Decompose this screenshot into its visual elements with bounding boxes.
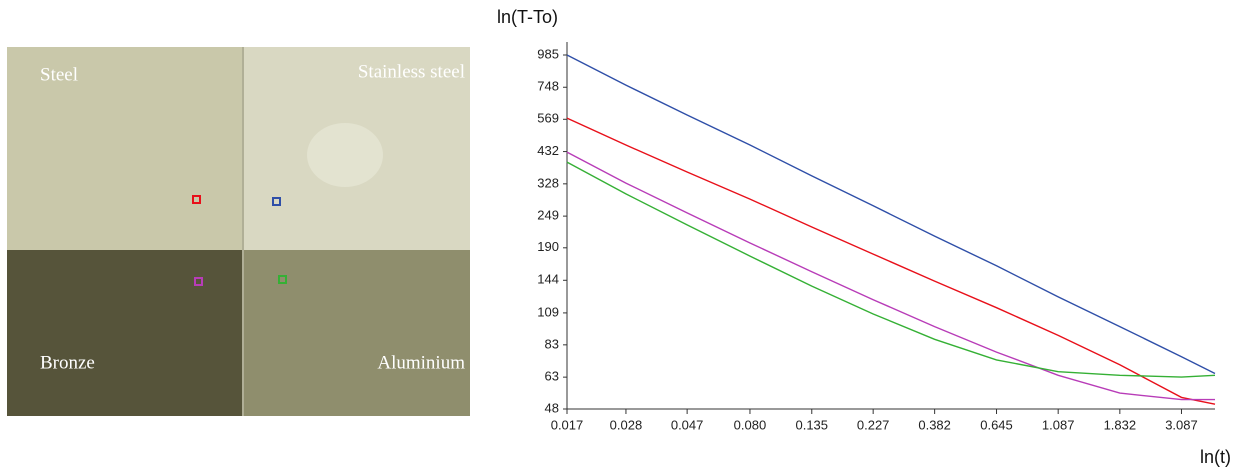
y-tick-label: 144 — [537, 272, 559, 287]
x-tick-label: 3.087 — [1165, 417, 1198, 432]
x-tick-label: 0.645 — [980, 417, 1013, 432]
hot-spot — [307, 123, 383, 187]
data-line — [566, 161, 1216, 378]
y-tick-label: 249 — [537, 208, 559, 223]
region-label: Bronze — [40, 352, 95, 373]
region-label: Steel — [40, 64, 78, 85]
y-tick-label: 83 — [545, 336, 559, 351]
y-tick-label: 569 — [537, 111, 559, 126]
y-tick-label: 748 — [537, 79, 559, 94]
y-tick-label: 328 — [537, 175, 559, 190]
y-tick-label: 190 — [537, 239, 559, 254]
y-tick-label: 48 — [545, 400, 559, 415]
x-tick-label: 0.135 — [795, 417, 828, 432]
x-tick-label: 0.227 — [857, 417, 890, 432]
bronze-panel — [7, 250, 243, 416]
probe-marker — [192, 195, 201, 204]
y-tick-label: 432 — [537, 143, 559, 158]
y-tick-label: 63 — [545, 369, 559, 384]
y-tick-label: 109 — [537, 304, 559, 319]
region-label: Aluminium — [377, 352, 465, 373]
x-axis-title: ln(t) — [1200, 447, 1231, 467]
region-label: Stainless steel — [358, 61, 465, 82]
steel-panel — [7, 47, 243, 250]
y-axis-title: ln(T-To) — [497, 7, 558, 27]
x-tick-label: 0.382 — [918, 417, 951, 432]
x-tick-label: 1.832 — [1104, 417, 1137, 432]
y-tick-label: 985 — [537, 46, 559, 61]
data-line — [566, 54, 1216, 375]
data-line — [566, 117, 1216, 405]
x-tick-label: 0.017 — [551, 417, 584, 432]
thermal-image: Steel Stainless steel Bronze Aluminium — [7, 47, 470, 416]
x-tick-label: 0.080 — [734, 417, 767, 432]
x-tick-label: 0.028 — [610, 417, 643, 432]
probe-marker — [278, 275, 287, 284]
probe-marker — [272, 197, 281, 206]
data-line — [566, 151, 1215, 401]
x-tick-label: 1.087 — [1042, 417, 1075, 432]
x-tick-label: 0.047 — [671, 417, 704, 432]
aluminium-panel — [243, 250, 470, 416]
probe-marker — [194, 277, 203, 286]
